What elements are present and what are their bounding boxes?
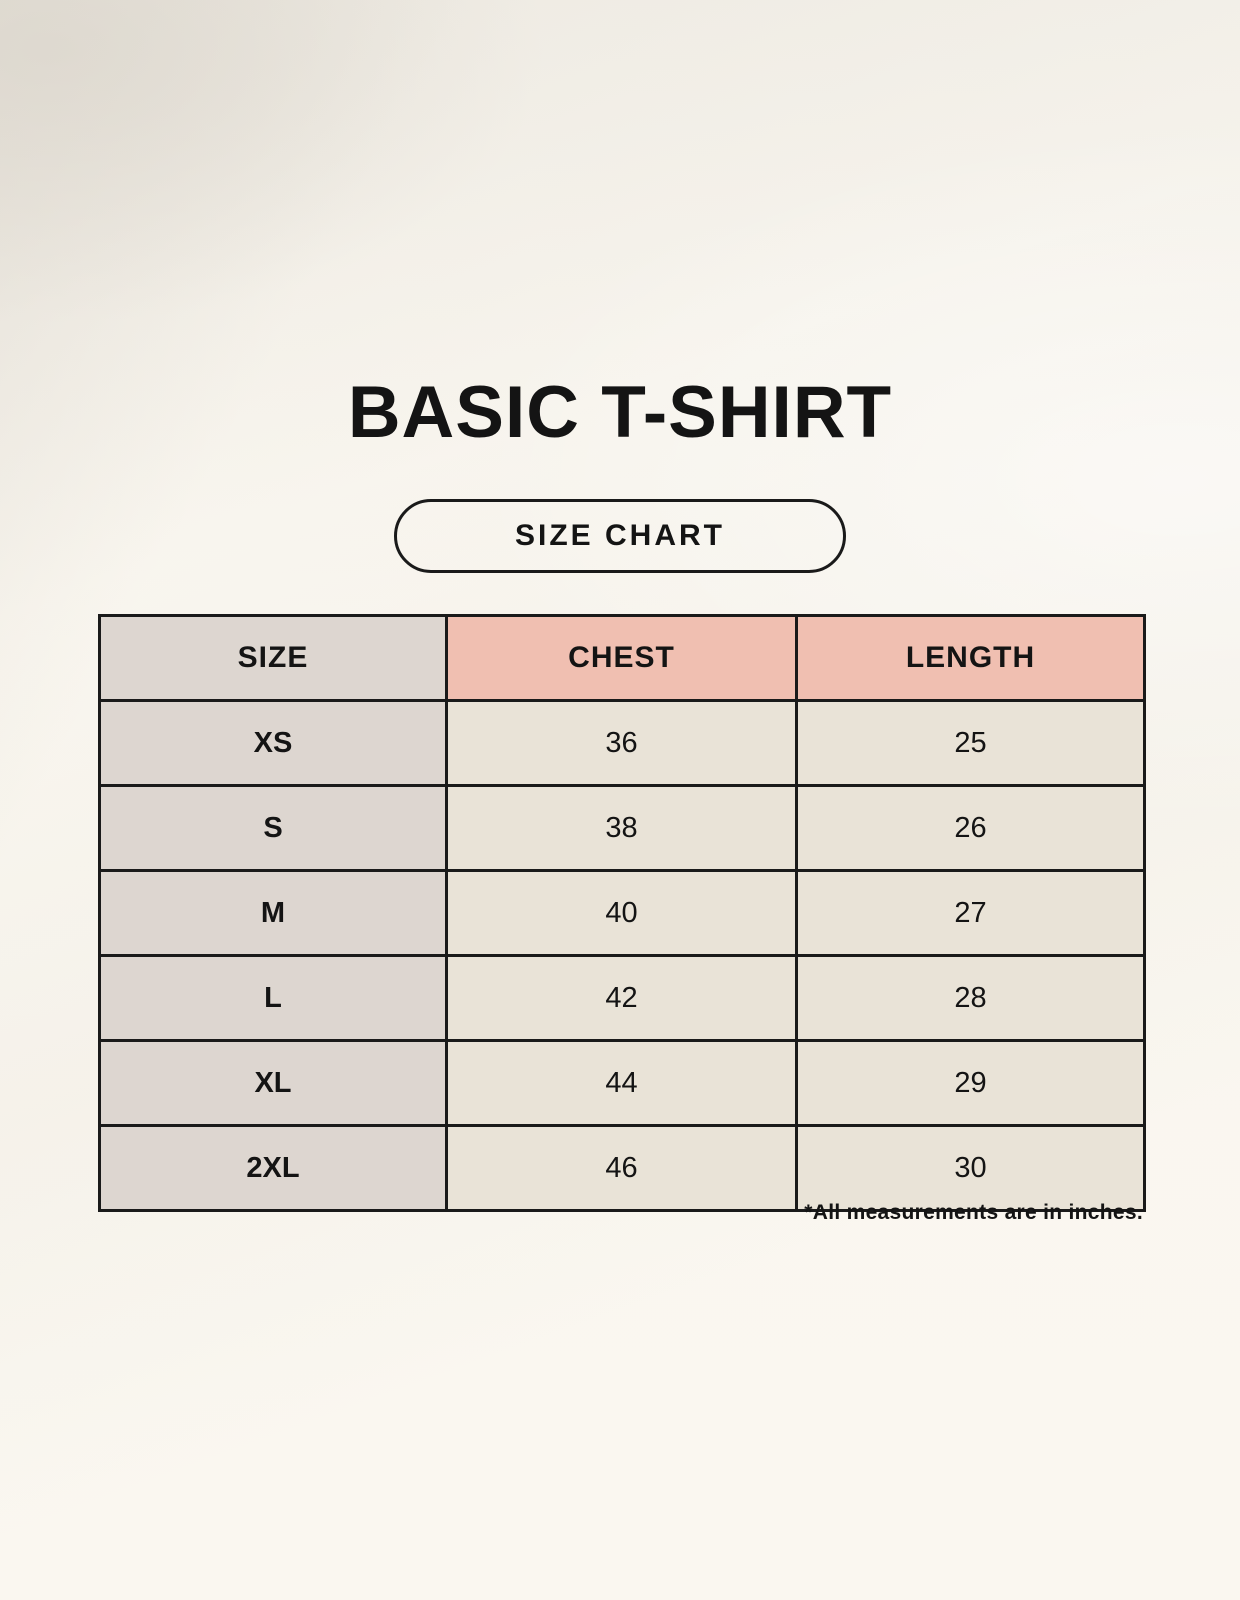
column-header-chest: CHEST — [445, 614, 798, 702]
length-cell: 29 — [795, 1039, 1146, 1127]
size-cell: XL — [98, 1039, 448, 1127]
length-cell: 27 — [795, 869, 1146, 957]
size-cell: L — [98, 954, 448, 1042]
table-row: XS 36 25 — [98, 699, 1146, 787]
column-header-length: LENGTH — [795, 614, 1146, 702]
table-row: L 42 28 — [98, 954, 1146, 1042]
chest-cell: 42 — [445, 954, 798, 1042]
column-header-size: SIZE — [98, 614, 448, 702]
size-chart-badge-label: SIZE CHART — [515, 519, 725, 552]
chest-cell: 36 — [445, 699, 798, 787]
chest-cell: 46 — [445, 1124, 798, 1212]
table-row: S 38 26 — [98, 784, 1146, 872]
page-title: BASIC T-SHIRT — [347, 372, 893, 453]
chest-cell: 44 — [445, 1039, 798, 1127]
size-cell: XS — [98, 699, 448, 787]
size-table: SIZE CHEST LENGTH XS 36 25 S 38 26 M 40 … — [98, 614, 1146, 1212]
chest-cell: 40 — [445, 869, 798, 957]
table-row: XL 44 29 — [98, 1039, 1146, 1127]
table-header-row: SIZE CHEST LENGTH — [98, 614, 1146, 702]
size-cell: M — [98, 869, 448, 957]
measurements-footnote: *All measurements are in inches. — [804, 1201, 1143, 1224]
size-cell: 2XL — [98, 1124, 448, 1212]
size-chart-badge: SIZE CHART — [394, 499, 846, 573]
table-row: 2XL 46 30 — [98, 1124, 1146, 1212]
length-cell: 30 — [795, 1124, 1146, 1212]
length-cell: 28 — [795, 954, 1146, 1042]
length-cell: 25 — [795, 699, 1146, 787]
table-row: M 40 27 — [98, 869, 1146, 957]
length-cell: 26 — [795, 784, 1146, 872]
size-cell: S — [98, 784, 448, 872]
chest-cell: 38 — [445, 784, 798, 872]
